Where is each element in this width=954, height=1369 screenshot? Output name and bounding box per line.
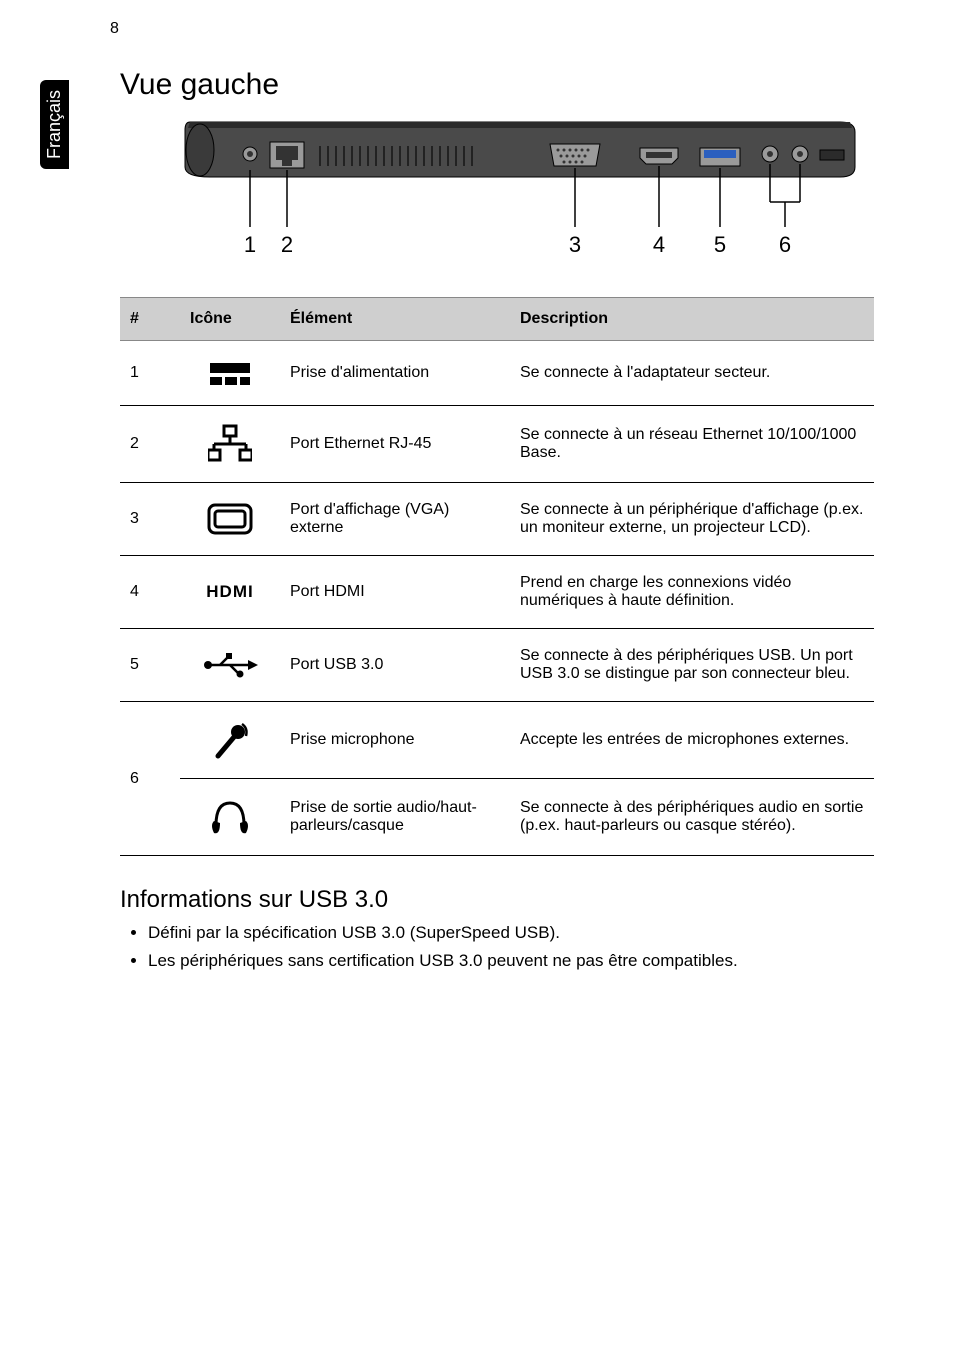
th-element: Élément (280, 298, 510, 341)
row-num: 3 (120, 483, 180, 556)
row-num: 1 (120, 341, 180, 406)
list-item: Défini par la spécification USB 3.0 (Sup… (148, 920, 874, 946)
table-row: Prise de sortie audio/haut-parleurs/casq… (120, 779, 874, 856)
row-num: 2 (120, 406, 180, 483)
table-row: 4 HDMI Port HDMI Prend en charge les con… (120, 556, 874, 629)
row-description: Se connecte à des périphériques audio en… (510, 779, 874, 856)
row-description: Se connecte à un réseau Ethernet 10/100/… (510, 406, 874, 483)
page-content: Vue gauche (0, 38, 954, 1015)
language-tab: Français (40, 80, 69, 169)
table-row: 1 Prise d'alimentation Se connecte à l'a… (120, 341, 874, 406)
row-element: Port Ethernet RJ-45 (280, 406, 510, 483)
page-title: Vue gauche (120, 68, 874, 102)
callout-2: 2 (281, 232, 293, 257)
usb-info-list: Défini par la spécification USB 3.0 (Sup… (120, 920, 874, 973)
row-element: Prise microphone (280, 702, 510, 779)
row-num: 6 (120, 702, 180, 856)
row-element: Port HDMI (280, 556, 510, 629)
power-plug-icon (180, 341, 280, 406)
table-row: 6 Prise microphone Accepte les entrées d… (120, 702, 874, 779)
row-num: 4 (120, 556, 180, 629)
th-description: Description (510, 298, 874, 341)
list-item: Les périphériques sans certification USB… (148, 948, 874, 974)
table-row: 5 Port USB 3.0 Se connecte à des périphé… (120, 629, 874, 702)
headphones-icon (180, 779, 280, 856)
row-num: 5 (120, 629, 180, 702)
table-row: 2 Port Ethernet RJ-45 Se connecte à un r… (120, 406, 874, 483)
row-element: Prise d'alimentation (280, 341, 510, 406)
usb-info-heading: Informations sur USB 3.0 (120, 886, 874, 914)
th-icon: Icône (180, 298, 280, 341)
callout-5: 5 (714, 232, 726, 257)
table-row: 3 Port d'affichage (VGA) externe Se conn… (120, 483, 874, 556)
hdmi-icon: HDMI (180, 556, 280, 629)
row-description: Prend en charge les connexions vidéo num… (510, 556, 874, 629)
row-description: Se connecte à l'adaptateur secteur. (510, 341, 874, 406)
row-element: Port USB 3.0 (280, 629, 510, 702)
row-element: Port d'affichage (VGA) externe (280, 483, 510, 556)
row-description: Se connecte à un périphérique d'affichag… (510, 483, 874, 556)
microphone-icon (180, 702, 280, 779)
callout-4: 4 (653, 232, 665, 257)
callout-3: 3 (569, 232, 581, 257)
th-num: # (120, 298, 180, 341)
callout-6: 6 (779, 232, 791, 257)
row-description: Se connecte à des périphériques USB. Un … (510, 629, 874, 702)
ports-table: # Icône Élément Description 1 Prise d (120, 297, 874, 856)
side-view-diagram: 1 2 3 4 5 6 (180, 112, 874, 277)
page-number: 8 (0, 0, 954, 38)
usb-icon (180, 629, 280, 702)
callout-1: 1 (244, 232, 256, 257)
ethernet-icon (180, 406, 280, 483)
row-element: Prise de sortie audio/haut-parleurs/casq… (280, 779, 510, 856)
row-description: Accepte les entrées de microphones exter… (510, 702, 874, 779)
vga-icon (180, 483, 280, 556)
